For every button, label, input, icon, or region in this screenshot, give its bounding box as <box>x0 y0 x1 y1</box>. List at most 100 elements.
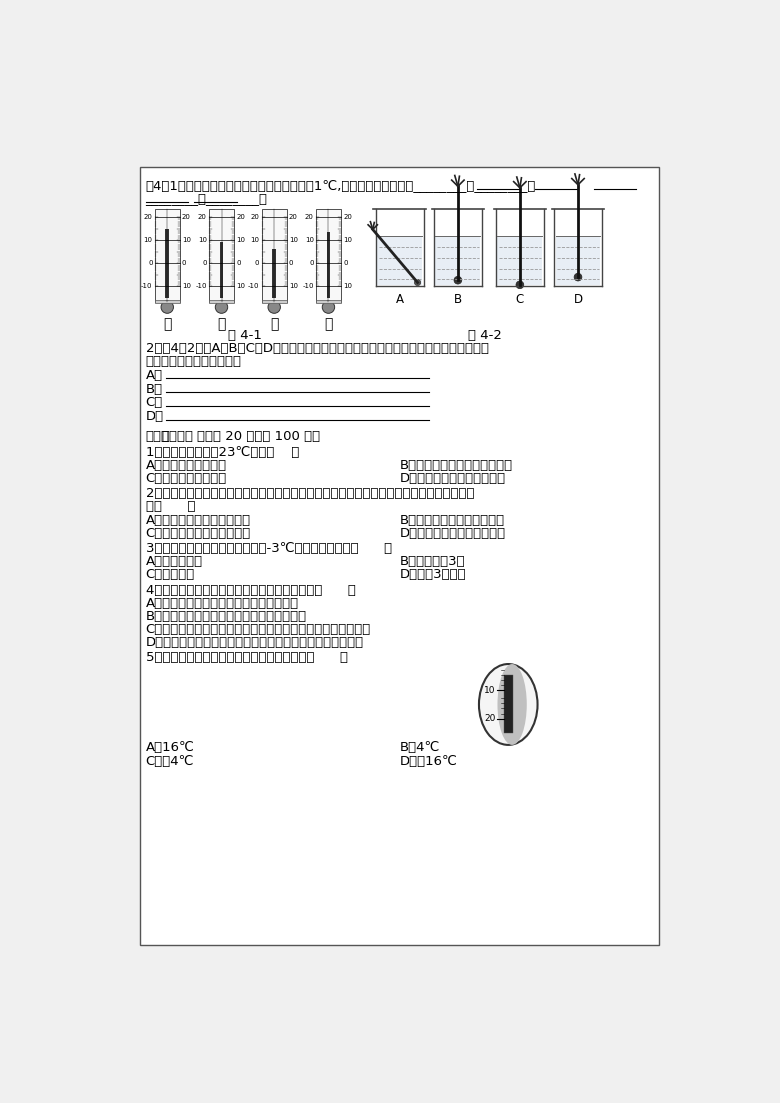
Text: 10: 10 <box>343 237 353 243</box>
Text: 4、关于温度计的使用方法，下列说法错误的是（      ）: 4、关于温度计的使用方法，下列说法错误的是（ ） <box>146 583 356 597</box>
Text: 3、有位同学从寒署表读得室温是-3℃，正确的读法是（      ）: 3、有位同学从寒署表读得室温是-3℃，正确的读法是（ ） <box>146 542 392 555</box>
Text: 20: 20 <box>198 214 207 221</box>
Bar <box>316 210 341 302</box>
Text: 2、水银温度计中封闭着一定量的水银，在用这种温度计测量温度的过程中，下列说法正确的: 2、水银温度计中封闭着一定量的水银，在用这种温度计测量温度的过程中，下列说法正确… <box>146 488 474 501</box>
Text: 0: 0 <box>289 260 293 266</box>
Text: A、温度计中水银的温度变化: A、温度计中水银的温度变化 <box>146 514 250 526</box>
Text: C、零下３度: C、零下３度 <box>146 568 195 581</box>
Text: B: B <box>454 292 462 306</box>
Text: 20: 20 <box>250 214 260 221</box>
Text: D、让人感觉温暖舒适的室温: D、让人感觉温暖舒适的室温 <box>399 472 506 485</box>
Text: 0: 0 <box>202 260 207 266</box>
Bar <box>327 233 331 298</box>
Text: 10: 10 <box>182 283 191 289</box>
Bar <box>498 236 542 285</box>
Text: 20: 20 <box>144 214 153 221</box>
Bar <box>165 228 169 298</box>
Text: D、－16℃: D、－16℃ <box>399 754 458 768</box>
Text: 20: 20 <box>182 214 191 221</box>
Text: C、温度计中水银的体积不变: C、温度计中水银的体积不变 <box>146 526 251 539</box>
Text: A、负摄氏３度: A、负摄氏３度 <box>146 555 203 568</box>
Text: B、4℃: B、4℃ <box>399 741 440 754</box>
Text: 是（      ）: 是（ ） <box>146 501 195 513</box>
Text: 是错误的，指出错在哪里。: 是错误的，指出错在哪里。 <box>146 355 242 368</box>
Text: -10: -10 <box>248 283 260 289</box>
Text: 10: 10 <box>182 237 191 243</box>
Text: 5、如图所示是温度计的一部分，它的读数是（      ）: 5、如图所示是温度计的一部分，它的读数是（ ） <box>146 652 348 664</box>
Bar <box>155 210 179 302</box>
Text: B、温度计中水银的体积变化: B、温度计中水银的体积变化 <box>399 514 505 526</box>
Text: ________、________。: ________、________。 <box>146 192 268 205</box>
Text: 10: 10 <box>144 237 153 243</box>
Text: 10: 10 <box>289 283 298 289</box>
Text: A、温度计不能用来测量超过它量程的温度: A、温度计不能用来测量超过它量程的温度 <box>146 597 299 610</box>
Bar <box>378 236 422 285</box>
Bar <box>435 236 480 285</box>
Text: C、－4℃: C、－4℃ <box>146 754 194 768</box>
Text: B、摄氏零下3度: B、摄氏零下3度 <box>399 555 466 568</box>
Text: A、健康成年人的体温: A、健康成年人的体温 <box>146 459 227 472</box>
Text: 0: 0 <box>148 260 153 266</box>
Text: D、读数时力求准确，应把温度计从液体中拿出来仔细地观察: D、读数时力求准确，应把温度计从液体中拿出来仔细地观察 <box>146 636 363 649</box>
Text: 丙: 丙 <box>270 318 278 331</box>
Text: （三）: （三） <box>146 430 169 443</box>
Text: 0: 0 <box>182 260 186 266</box>
Text: D：: D： <box>146 410 164 424</box>
Text: 0: 0 <box>236 260 241 266</box>
Bar <box>262 210 286 302</box>
Bar <box>140 167 659 944</box>
Circle shape <box>516 281 523 289</box>
Text: A、16℃: A、16℃ <box>146 741 194 754</box>
Text: 20: 20 <box>236 214 245 221</box>
Text: 20: 20 <box>343 214 352 221</box>
Text: -10: -10 <box>302 283 314 289</box>
Text: 20: 20 <box>289 214 298 221</box>
Ellipse shape <box>479 664 537 745</box>
Text: 图 4-1: 图 4-1 <box>228 329 261 342</box>
Bar <box>219 242 223 298</box>
Text: 1、下列温度最接近23℃的是（    ）: 1、下列温度最接近23℃的是（ ） <box>146 446 299 459</box>
Text: 10: 10 <box>484 686 496 695</box>
Text: -10: -10 <box>195 283 207 289</box>
Text: 10: 10 <box>236 283 245 289</box>
Text: C：: C： <box>146 396 163 409</box>
Text: 0: 0 <box>343 260 348 266</box>
Text: D、温度计中水银的温度不变: D、温度计中水银的温度不变 <box>399 526 506 539</box>
Circle shape <box>215 301 228 313</box>
Circle shape <box>574 274 582 281</box>
Circle shape <box>161 301 173 313</box>
Circle shape <box>268 301 280 313</box>
Text: 丁: 丁 <box>324 318 332 331</box>
Circle shape <box>414 279 420 286</box>
Text: A: A <box>395 292 404 306</box>
Bar <box>316 300 341 303</box>
Text: 20: 20 <box>305 214 314 221</box>
Text: 乙: 乙 <box>218 318 225 331</box>
Text: C、测量液体温度时，温度计的玻璃泡要完全浸没在被测液体中: C、测量液体温度时，温度计的玻璃泡要完全浸没在被测液体中 <box>146 623 370 635</box>
Bar <box>262 300 286 303</box>
Text: （每题 20 分，共 100 分）: （每题 20 分，共 100 分） <box>197 430 320 443</box>
Bar <box>155 300 179 303</box>
Text: D: D <box>573 292 583 306</box>
Text: 0: 0 <box>309 260 314 266</box>
Text: 10: 10 <box>236 237 245 243</box>
Ellipse shape <box>498 664 526 745</box>
Text: 10: 10 <box>289 237 298 243</box>
Text: 10: 10 <box>305 237 314 243</box>
Text: B、读温度计示数时，视线应与液柱液面相平: B、读温度计示数时，视线应与液柱液面相平 <box>146 610 307 623</box>
Text: 10: 10 <box>343 283 353 289</box>
Bar <box>504 675 513 733</box>
Text: C、冰水混合物的温度: C、冰水混合物的温度 <box>146 472 227 485</box>
Bar <box>555 236 601 285</box>
Text: 图4！1中甲、乙、丙、丁各温度计的分度值是1℃,它们的读数分别是：________、________、: 图4！1中甲、乙、丙、丁各温度计的分度值是1℃,它们的读数分别是：_______… <box>146 179 536 192</box>
Text: A：: A： <box>146 368 163 382</box>
Text: C: C <box>516 292 524 306</box>
Text: B、我国江南地区冬季最低气温: B、我国江南地区冬季最低气温 <box>399 459 513 472</box>
Text: 图 4-2: 图 4-2 <box>468 329 502 342</box>
Text: 10: 10 <box>198 237 207 243</box>
Text: 2、图4！2中有A、B、C、D四种测量水温的操作。请你评价这四种操作方法的正误。如果: 2、图4！2中有A、B、C、D四种测量水温的操作。请你评价这四种操作方法的正误。… <box>146 342 488 355</box>
Text: 10: 10 <box>250 237 260 243</box>
Text: B：: B： <box>146 383 163 396</box>
Text: 当堂检测: 当堂检测 <box>161 430 193 443</box>
Text: 甲: 甲 <box>163 318 172 331</box>
